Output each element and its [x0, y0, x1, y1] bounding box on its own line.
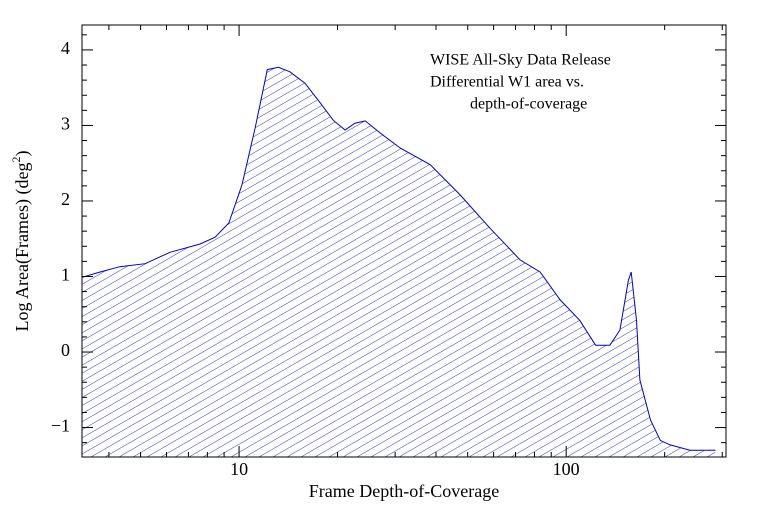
- annotation: WISE All-Sky Data Release: [430, 52, 611, 69]
- y-axis-label-sup: 2: [9, 157, 23, 163]
- x-tick-label: 10: [230, 459, 248, 479]
- plot-frame: [81, 24, 727, 458]
- y-tick-label: −1: [51, 416, 70, 436]
- y-tick-label: 0: [61, 340, 70, 360]
- area-line: [81, 66, 716, 451]
- x-tick-label: 100: [553, 459, 580, 479]
- area-fill: [82, 67, 716, 458]
- y-tick-label: 1: [61, 265, 70, 285]
- x-axis-label: Frame Depth-of-Coverage: [309, 481, 499, 501]
- y-tick-label: 4: [61, 38, 70, 58]
- y-axis-label-text: Log Area(Frames) (deg: [12, 163, 33, 332]
- annotation: depth-of-coverage: [470, 96, 587, 113]
- y-tick-label: 2: [61, 189, 70, 209]
- y-axis-label: Log Area(Frames) (deg2): [9, 151, 33, 332]
- y-tick-label: 3: [61, 114, 70, 134]
- annotation: Differential W1 area vs.: [430, 74, 584, 91]
- y-axis-label-end: ): [12, 151, 33, 157]
